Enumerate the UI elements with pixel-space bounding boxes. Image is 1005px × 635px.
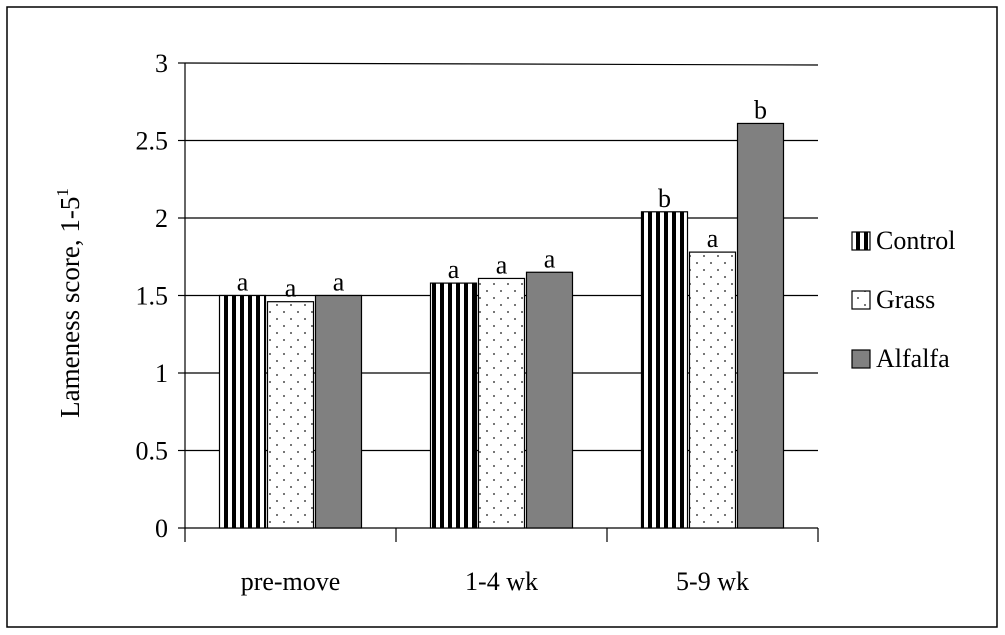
bar-alfalfa bbox=[525, 271, 574, 529]
bar-data-label: b bbox=[658, 184, 671, 213]
legend-swatch bbox=[851, 231, 871, 251]
legend: Control Grass Alfalfa bbox=[851, 226, 955, 373]
bar-data-label: b bbox=[754, 95, 767, 124]
bar-control bbox=[218, 294, 267, 529]
x-axis: pre-move 1-4 wk 5-9 wk bbox=[184, 527, 819, 596]
bar-grass bbox=[477, 277, 526, 529]
legend-label: Alfalfa bbox=[876, 344, 950, 373]
x-tick-label: 5-9 wk bbox=[676, 567, 749, 596]
gridline bbox=[184, 62, 819, 66]
y-axis: 0 0.5 1 1.5 2 2.5 3 bbox=[136, 49, 186, 543]
bar-data-label: a bbox=[496, 250, 508, 279]
bar-control bbox=[429, 282, 478, 529]
y-tick-label: 2.5 bbox=[136, 127, 169, 156]
y-tick-label: 1.5 bbox=[136, 282, 169, 311]
bar-data-label: a bbox=[333, 268, 345, 297]
legend-swatch bbox=[851, 349, 871, 369]
legend-swatch bbox=[851, 290, 871, 310]
y-tick-label: 2 bbox=[155, 204, 168, 233]
bar-data-label: a bbox=[448, 255, 460, 284]
bar-alfalfa bbox=[314, 294, 363, 529]
y-tick-label: 0 bbox=[155, 514, 168, 543]
y-axis-label: Lameness score, 1-51 bbox=[53, 188, 85, 418]
x-tick-label: 1-4 wk bbox=[465, 567, 538, 596]
bar-data-label: a bbox=[707, 224, 719, 253]
y-tick-label: 0.5 bbox=[136, 437, 169, 466]
bars bbox=[218, 122, 785, 529]
bar-data-label: a bbox=[285, 274, 297, 303]
legend-label: Control bbox=[876, 226, 955, 255]
bar-data-label: a bbox=[237, 268, 249, 297]
bar-grass bbox=[688, 251, 737, 529]
bar-alfalfa bbox=[736, 122, 785, 529]
y-tick-label: 3 bbox=[155, 49, 168, 78]
bar-control bbox=[640, 211, 689, 529]
bar-labels: a a a a a a b a b bbox=[237, 95, 767, 302]
bar-grass bbox=[266, 301, 315, 529]
bar-data-label: a bbox=[544, 244, 556, 273]
y-tick-label: 1 bbox=[155, 359, 168, 388]
x-tick-label: pre-move bbox=[241, 567, 341, 596]
legend-label: Grass bbox=[876, 285, 935, 314]
